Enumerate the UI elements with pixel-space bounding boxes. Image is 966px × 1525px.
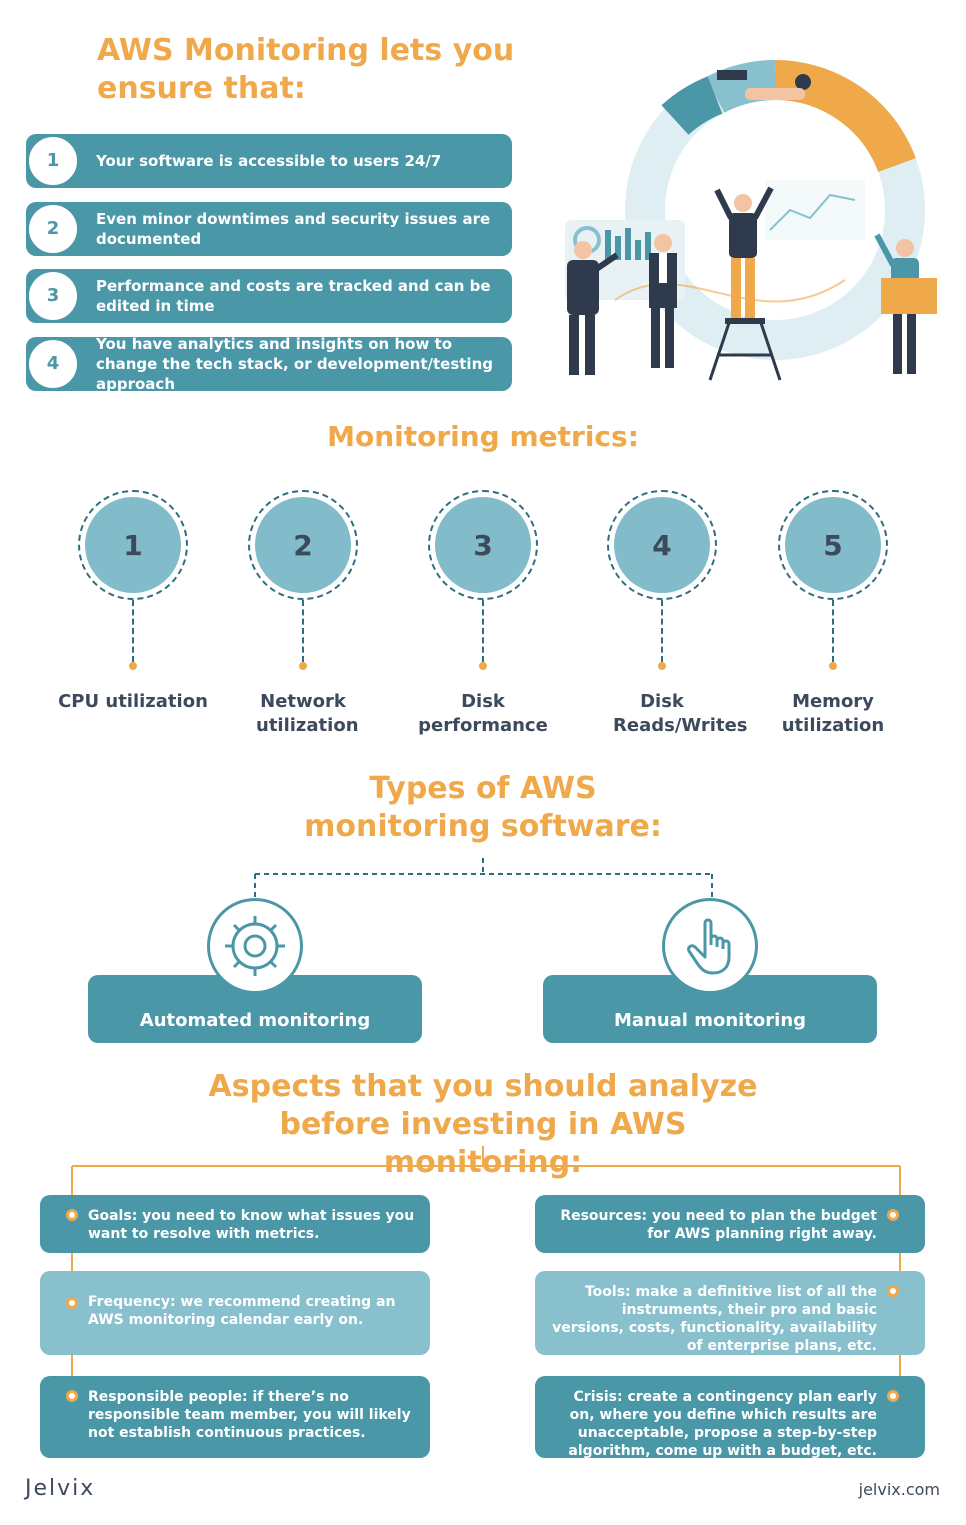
metric-cpu: 1 CPU utilization: [48, 490, 218, 714]
metric-number: 3: [435, 497, 531, 593]
list-text: You have analytics and insights on how t…: [96, 335, 493, 393]
metric-label: Memory utilization: [781, 691, 885, 736]
site-url[interactable]: jelvix.com: [858, 1480, 940, 1499]
metric-label: CPU utilization: [58, 691, 208, 712]
list-item: 4 You have analytics and insights on how…: [26, 335, 512, 393]
main-title: AWS Monitoring lets you ensure that:: [97, 33, 515, 106]
aspect-text: you need to plan the budget for AWS plan…: [647, 1208, 877, 1242]
aspect-text: make a definitive list of all the instru…: [552, 1284, 877, 1354]
brand-logo: Jelvix: [25, 1476, 96, 1501]
metric-label: Disk performance: [418, 691, 548, 736]
list-text: Your software is accessible to users 24/…: [96, 152, 442, 170]
metric-number: 1: [85, 497, 181, 593]
list-text: Performance and costs are tracked and ca…: [96, 277, 491, 315]
metric-network: 2 Network utilization: [218, 490, 388, 738]
list-item: 2 Even minor downtimes and security issu…: [26, 202, 512, 256]
types-connector: [254, 858, 713, 898]
team-monitoring-illustration: [565, 60, 937, 381]
metric-number: 5: [785, 497, 881, 593]
list-item: 1 Your software is accessible to users 2…: [26, 134, 512, 188]
aspect-text: create a contingency plan early on, wher…: [568, 1389, 877, 1459]
aspect-text: you need to know what issues you want to…: [88, 1208, 415, 1242]
metric-label: Network utilization: [256, 691, 359, 736]
aspect-key: Frequency:: [88, 1294, 176, 1310]
aspect-key: Responsible people:: [88, 1389, 248, 1405]
aspect-key: Tools:: [584, 1284, 631, 1300]
aspects-title: Aspects that you should analyze before i…: [208, 1069, 758, 1180]
list-number: 4: [26, 337, 80, 391]
metric-disk-performance: 3 Disk performance: [398, 490, 568, 738]
list-text: Even minor downtimes and security issues…: [96, 210, 491, 248]
aspect-resources: Resources: you need to plan the budget f…: [535, 1195, 925, 1253]
gear-icon: [207, 898, 303, 994]
aspect-crisis: Crisis: create a contingency plan early …: [535, 1376, 925, 1459]
aspect-tools: Tools: make a definitive list of all the…: [535, 1271, 925, 1355]
metric-number: 4: [614, 497, 710, 593]
list-number: 1: [26, 134, 80, 188]
metric-disk-rw: 4 Disk Reads/Writes: [577, 490, 748, 738]
type-automated: Automated monitoring: [88, 975, 422, 1043]
aspect-goals: Goals: you need to know what issues you …: [40, 1195, 430, 1253]
aspect-frequency: Frequency: we recommend creating an AWS …: [40, 1271, 430, 1355]
hand-pointer-icon: [662, 898, 758, 994]
aspects-connector: [71, 1146, 901, 1401]
type-label: Automated monitoring: [139, 1010, 371, 1031]
metric-label: Disk Reads/Writes: [613, 691, 748, 736]
aspect-responsible-people: Responsible people: if there’s no respon…: [40, 1376, 430, 1458]
list-number: 2: [26, 202, 80, 256]
metrics-title: Monitoring metrics:: [327, 420, 639, 453]
type-label: Manual monitoring: [613, 1010, 807, 1031]
types-title: Types of AWS monitoring software:: [304, 771, 662, 844]
aspect-key: Crisis:: [573, 1389, 623, 1405]
aspect-key: Resources:: [560, 1208, 648, 1224]
aspect-text: we recommend creating an AWS monitoring …: [88, 1294, 396, 1328]
aspect-key: Goals:: [88, 1208, 138, 1224]
aspect-text: if there’s no responsible team member, y…: [88, 1389, 411, 1441]
list-item: 3 Performance and costs are tracked and …: [26, 269, 512, 323]
metric-memory: 5 Memory utilization: [748, 490, 918, 738]
metric-number: 2: [255, 497, 351, 593]
list-number: 3: [26, 269, 80, 323]
